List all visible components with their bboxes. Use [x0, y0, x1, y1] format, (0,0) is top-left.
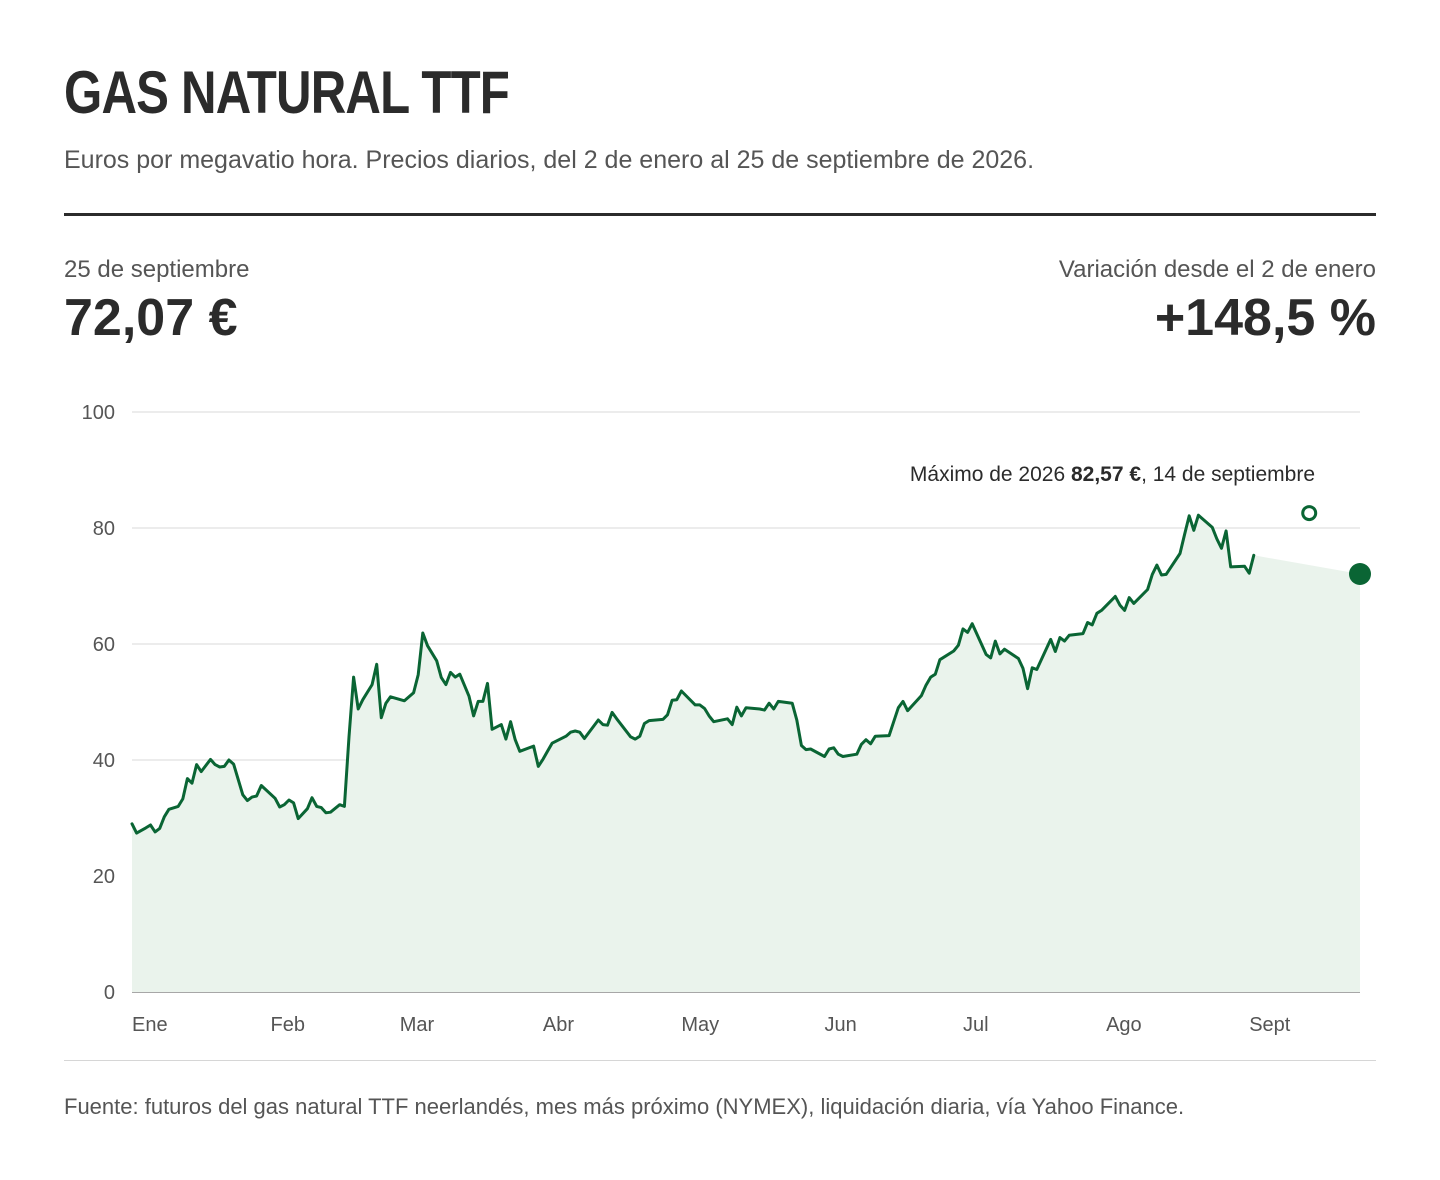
line-layer [130, 513, 1256, 835]
last-point-marker [1349, 562, 1371, 585]
change-label: Variación desde el 2 de enero [1058, 256, 1376, 283]
source-note: Fuente: futuros del gas natural TTF neer… [64, 1094, 1185, 1119]
x-tick-label-abr: Abr [543, 1014, 574, 1036]
last-price-value: 72,07 € [64, 289, 238, 347]
max-annotation-prefix: Máximo de 2026 [910, 463, 1071, 486]
max-annotation-suffix: , 14 de septiembre [1141, 463, 1315, 486]
x-tick-label-ago: Ago [1106, 1014, 1142, 1036]
x-tick-label-may: May [681, 1014, 719, 1036]
y-tick-label-40: 40 [93, 750, 115, 772]
x-tick-label-ene: Ene [132, 1014, 168, 1036]
top-divider [64, 213, 1376, 216]
chart-title: GAS NATURAL TTF [64, 59, 510, 126]
chart-subtitle: Euros por megavatio hora. Precios diario… [64, 146, 1035, 174]
max-point-marker [1301, 505, 1318, 522]
marker-layer [1301, 505, 1371, 585]
price-area [132, 515, 1360, 992]
x-tick-label-mar: Mar [400, 1014, 435, 1036]
area-layer [132, 515, 1360, 992]
y-tick-label-0: 0 [104, 982, 115, 1004]
last-date-label: 25 de septiembre [64, 256, 250, 283]
y-tick-label-60: 60 [93, 634, 115, 656]
x-tick-label-jul: Jul [963, 1014, 989, 1036]
change-value: +148,5 % [1154, 289, 1376, 347]
x-tick-label-feb: Feb [270, 1014, 304, 1036]
max-annotation-value: 82,57 € [1071, 463, 1141, 486]
max-annotation: Máximo de 2026 82,57 €, 14 de septiembre [910, 463, 1315, 486]
x-tick-label-sept: Sept [1249, 1014, 1291, 1036]
price-line [130, 513, 1256, 835]
x-tick-label-jun: Jun [824, 1014, 856, 1036]
x-axis-ticks: Ene Feb Mar Abr May Jun Jul Ago Sept [132, 1014, 1291, 1036]
price-chart: 0 20 40 60 80 100 Ene Feb Mar Abr May Jun Jul Ago Sep… [82, 402, 1371, 1036]
y-tick-label-20: 20 [93, 866, 115, 888]
y-tick-label-80: 80 [93, 518, 115, 540]
y-tick-label-100: 100 [82, 402, 115, 424]
bottom-divider [64, 1060, 1376, 1061]
